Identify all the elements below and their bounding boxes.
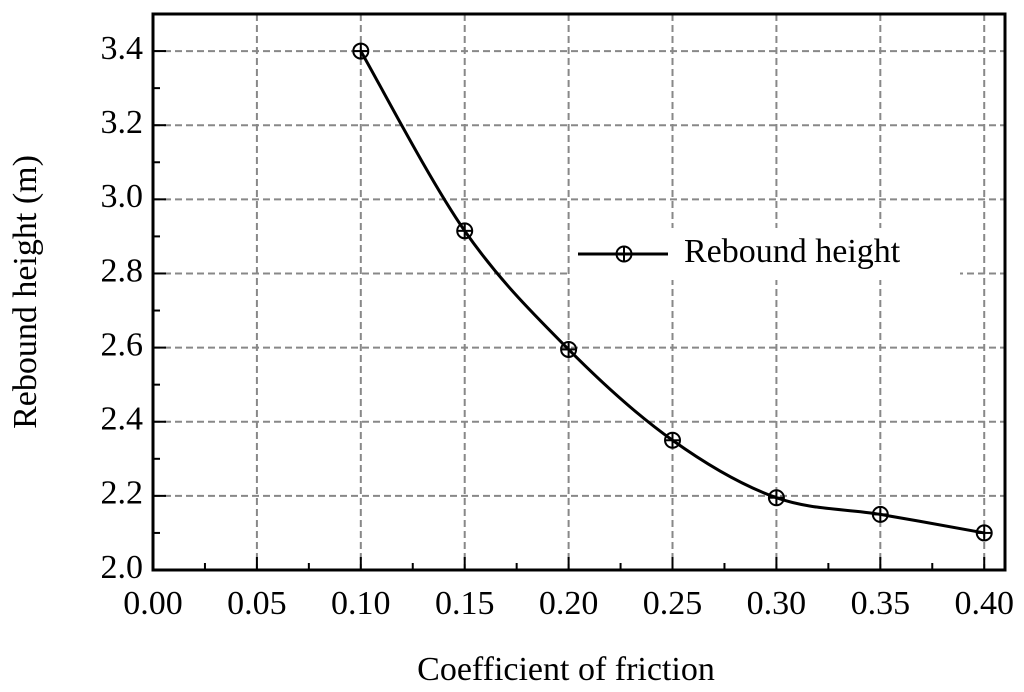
y-tick-label: 2.4 <box>101 401 144 438</box>
y-tick-label: 2.2 <box>101 475 144 512</box>
marker <box>767 489 785 507</box>
marker <box>664 431 682 449</box>
x-tick-label: 0.10 <box>331 585 391 622</box>
x-tick-label: 0.20 <box>539 585 599 622</box>
x-tick-label: 0.30 <box>747 585 807 622</box>
x-tick-label: 0.25 <box>643 585 703 622</box>
y-tick-label: 3.2 <box>101 104 144 141</box>
marker <box>975 524 993 542</box>
x-tick-label: 0.15 <box>435 585 495 622</box>
y-tick-label: 2.6 <box>101 326 144 363</box>
marker <box>871 505 889 523</box>
y-axis-title: Rebound height (m) <box>7 155 44 429</box>
legend-label: Rebound height <box>684 233 901 270</box>
x-axis-title: Coefficient of friction <box>417 651 715 688</box>
marker <box>456 222 474 240</box>
marker <box>352 42 370 60</box>
y-tick-label: 3.4 <box>101 30 144 67</box>
x-tick-label: 0.35 <box>851 585 911 622</box>
y-tick-label: 2.8 <box>101 252 144 289</box>
x-tick-label: 0.40 <box>954 585 1014 622</box>
x-tick-label: 0.05 <box>227 585 287 622</box>
x-tick-label: 0.00 <box>123 585 183 622</box>
marker <box>615 245 633 263</box>
y-tick-label: 2.0 <box>101 549 144 586</box>
marker <box>560 340 578 358</box>
y-tick-label: 3.0 <box>101 178 144 215</box>
plot-frame <box>151 12 1007 572</box>
